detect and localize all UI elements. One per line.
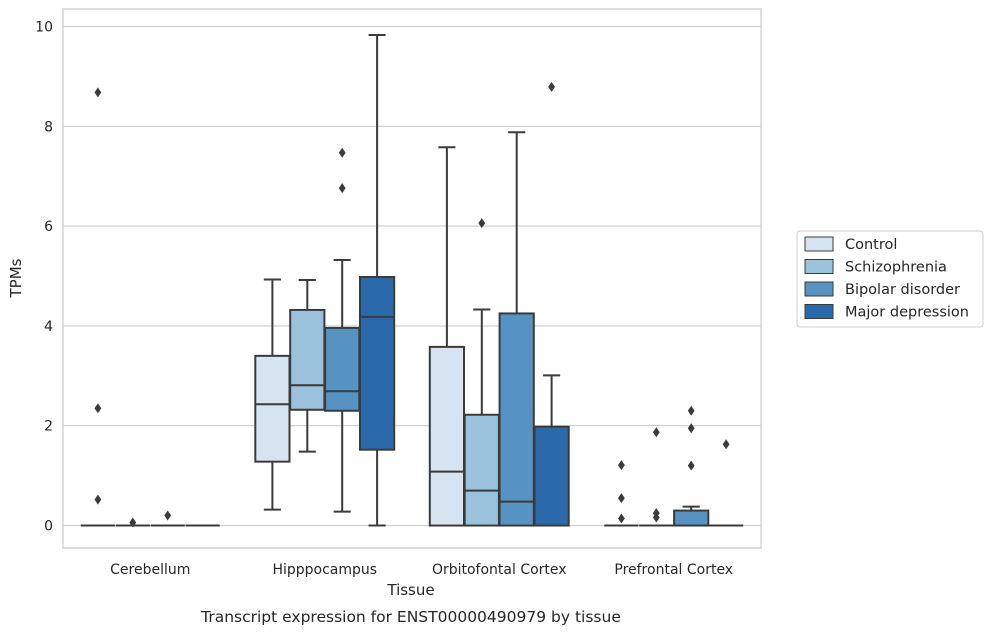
- outlier-point: [618, 493, 625, 504]
- box-body: [324, 326, 361, 412]
- legend-label: Bipolar disorder: [845, 282, 960, 298]
- box: [254, 278, 291, 511]
- outlier-point: [618, 513, 625, 524]
- box: [533, 81, 570, 527]
- legend-label: Major depression: [845, 305, 969, 321]
- outlier-point: [652, 427, 660, 438]
- box: [324, 147, 361, 513]
- legend-label: Schizophrenia: [845, 260, 947, 276]
- legend-swatch: [804, 259, 834, 274]
- legend-swatch: [804, 281, 834, 297]
- y-axis-ticks: 0 2 4 6 8 10: [35, 19, 53, 534]
- outlier-point: [618, 460, 625, 471]
- legend-item: Control: [804, 236, 897, 253]
- chart-caption: Transcript expression for ENST0000049097…: [200, 608, 621, 626]
- outlier-point: [687, 405, 695, 416]
- gridlines: [63, 25, 761, 527]
- legend-swatch: [804, 304, 834, 319]
- x-axis-ticks: Cerebellum Hipppocampus Orbitofontal Corte…: [110, 562, 733, 578]
- outlier-point: [338, 147, 346, 158]
- outlier-point: [548, 81, 555, 92]
- x-tick-label: Orbitofontal Cortex: [432, 562, 567, 578]
- box: [289, 278, 326, 453]
- box-body: [358, 276, 396, 451]
- box: [115, 517, 150, 528]
- box-body: [533, 425, 570, 527]
- outlier-point: [94, 494, 102, 505]
- y-tick-label: 2: [44, 419, 53, 435]
- box: [150, 510, 185, 527]
- box: [673, 405, 710, 527]
- plot-area-frame: [62, 8, 762, 549]
- legend-swatch: [804, 236, 834, 252]
- box-body: [254, 354, 291, 463]
- x-tick-label: Prefrontal Cortex: [614, 562, 733, 578]
- legend-frame: [796, 230, 984, 328]
- legend: Control Schizophrenia Bipolar disorder Majo…: [796, 230, 984, 328]
- y-tick-label: 8: [44, 119, 53, 135]
- category-group: [428, 81, 570, 527]
- y-tick-label: 6: [44, 219, 53, 235]
- outlier-point: [164, 510, 172, 521]
- box: [80, 87, 116, 527]
- category-group: [80, 87, 220, 528]
- outlier-point: [94, 87, 102, 98]
- outlier-point: [94, 403, 102, 414]
- box-groups: [80, 33, 744, 528]
- y-axis-label: TPMs: [7, 258, 25, 298]
- outlier-point: [652, 512, 660, 523]
- box-body: [498, 312, 535, 527]
- x-tick-label: Hipppocampus: [272, 562, 377, 578]
- box-body: [289, 308, 326, 411]
- x-tick-label: Cerebellum: [110, 562, 190, 578]
- category-group: [604, 405, 744, 527]
- box: [498, 131, 535, 527]
- outlier-point: [338, 183, 346, 194]
- box: [463, 218, 500, 527]
- outlier-point: [687, 423, 695, 434]
- box-body: [428, 345, 466, 527]
- box: [358, 33, 396, 527]
- outlier-point: [129, 517, 137, 528]
- box: [428, 146, 466, 527]
- box: [708, 439, 744, 527]
- box-body: [463, 413, 500, 527]
- y-tick-label: 0: [44, 519, 53, 535]
- y-tick-label: 10: [35, 19, 53, 35]
- legend-item: Major depression: [804, 304, 969, 321]
- box: [639, 427, 674, 527]
- box: [604, 460, 639, 527]
- category-group: [254, 33, 396, 527]
- y-tick-label: 4: [44, 319, 53, 335]
- outlier-point: [478, 218, 486, 229]
- x-axis-label: Tissue: [386, 581, 434, 599]
- outlier-point: [722, 439, 730, 450]
- box-body: [673, 509, 710, 527]
- legend-item: Schizophrenia: [804, 259, 947, 276]
- outlier-point: [687, 460, 695, 471]
- legend-item: Bipolar disorder: [804, 281, 960, 298]
- legend-label: Control: [845, 237, 897, 253]
